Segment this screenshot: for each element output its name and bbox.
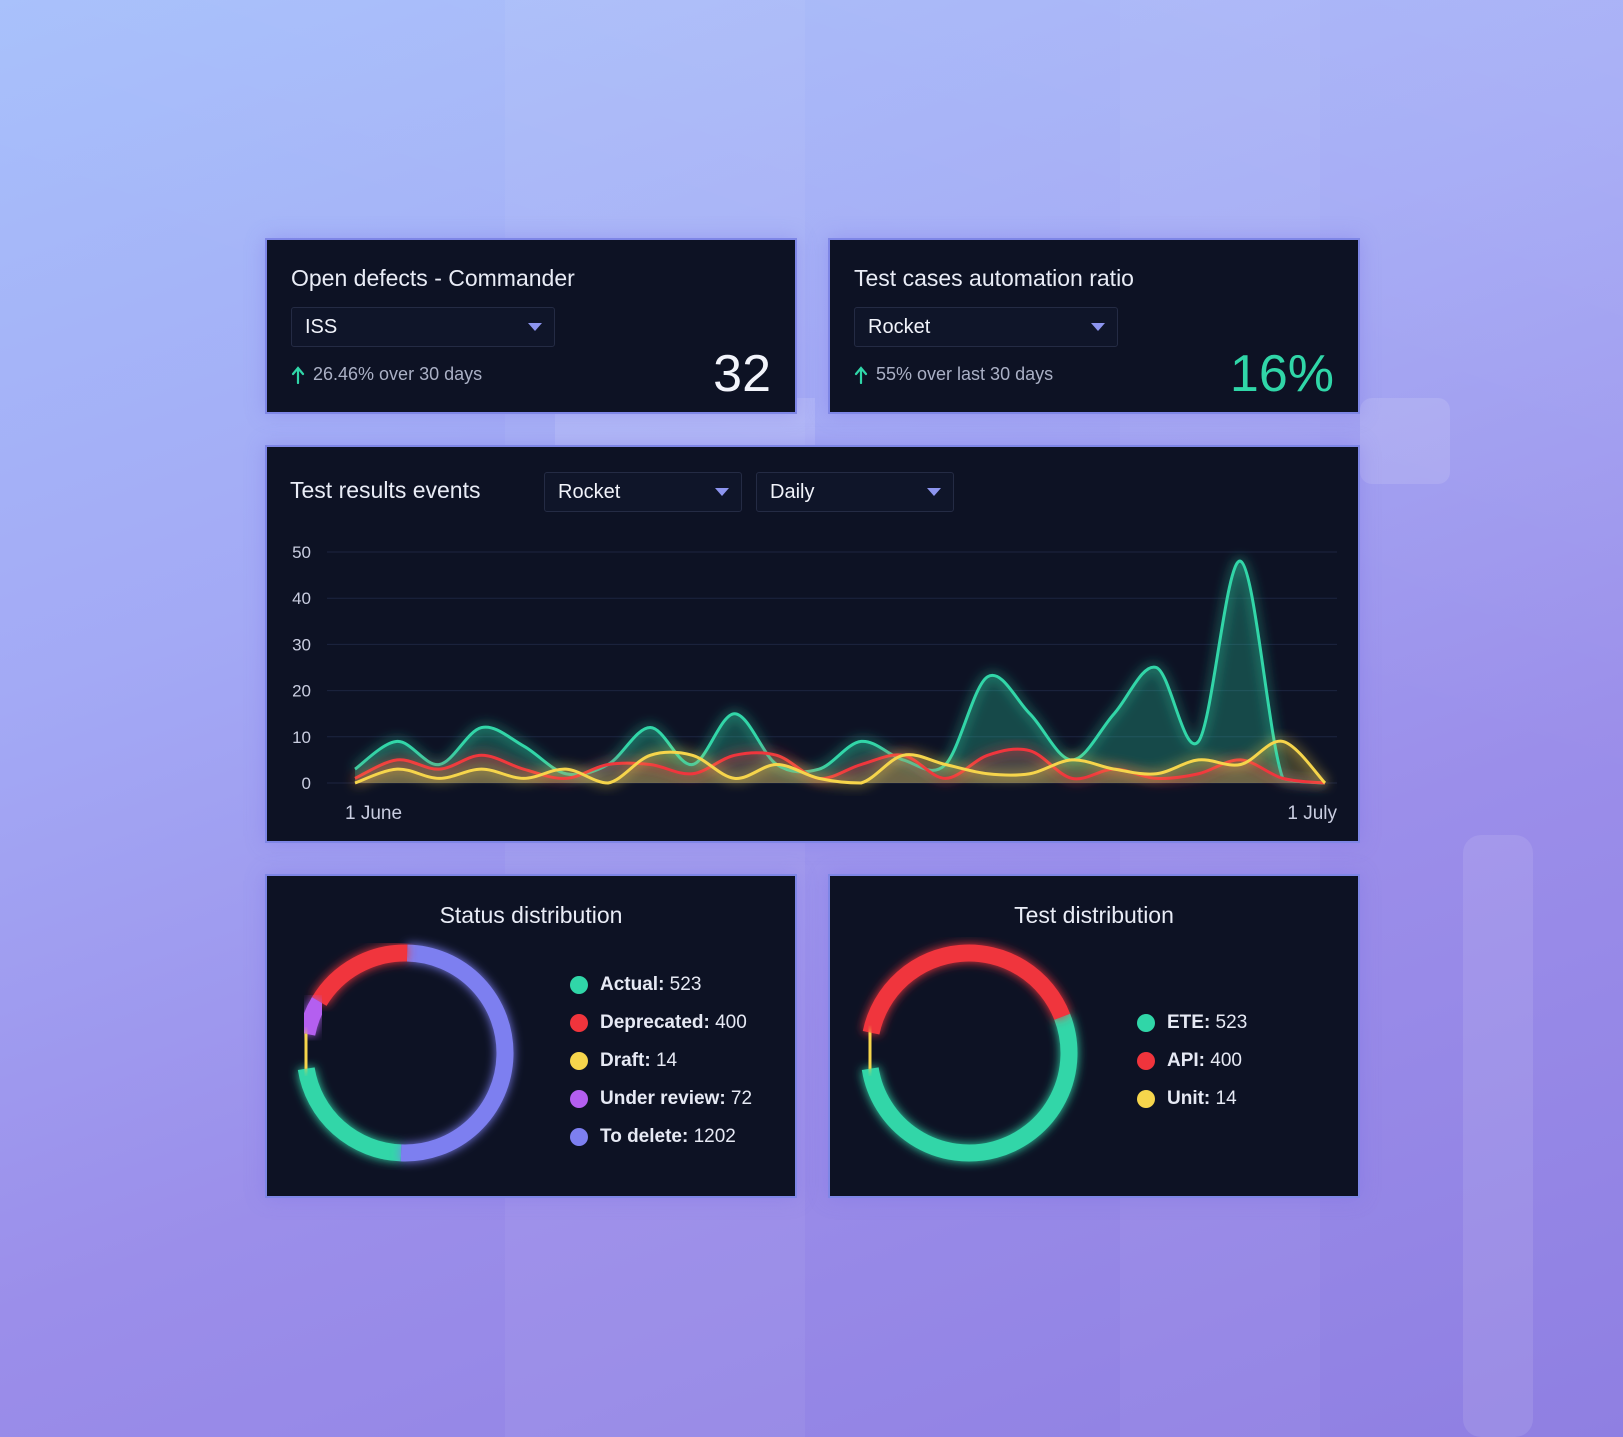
legend-dot	[570, 1013, 588, 1032]
automation-ratio-card: Test cases automation ratio Rocket 55% o…	[828, 238, 1360, 414]
status-distribution-title: Status distribution	[439, 902, 623, 928]
chevron-down-icon	[1091, 323, 1105, 331]
legend-dot	[570, 975, 588, 994]
legend-label: Actual:	[600, 974, 665, 995]
legend-dot	[1137, 1051, 1155, 1070]
open-defects-card: Open defects - Commander ISS 26.46% over…	[265, 238, 797, 414]
project-select-value: ISS	[305, 316, 338, 338]
status-donut-chart	[296, 944, 514, 1162]
legend-value: 523	[664, 974, 702, 995]
x-tick-label: 1 July	[1287, 803, 1337, 824]
legend-label: ETE:	[1167, 1012, 1211, 1033]
donut-slice	[296, 1032, 316, 1070]
arrow-up-icon	[854, 366, 868, 385]
x-tick-label: 1 June	[345, 803, 402, 824]
donut-slice	[862, 944, 1071, 1035]
open-defects-title: Open defects - Commander	[291, 265, 575, 291]
arrow-up-icon	[291, 366, 305, 385]
donut-slice	[297, 1067, 402, 1162]
legend-dot	[570, 1051, 588, 1070]
legend-item: API: 400	[1137, 1050, 1242, 1072]
legend-dot	[570, 1089, 588, 1108]
series-line	[354, 559, 1326, 785]
legend-label: Unit:	[1167, 1088, 1211, 1109]
defects-trend: 26.46% over 30 days	[291, 364, 482, 385]
legend-dot	[570, 1127, 588, 1146]
test-results-events-title: Test results events	[290, 477, 481, 503]
series-area	[355, 741, 1325, 783]
series-area	[355, 561, 1325, 783]
automation-ratio-title: Test cases automation ratio	[854, 265, 1134, 291]
automation-value: 16%	[1229, 345, 1334, 403]
legend-value: 400	[709, 1012, 747, 1033]
background-block	[1360, 398, 1450, 484]
project-select-value: Rocket	[868, 316, 931, 338]
status-distribution-card: Status distribution Actual: 523 Deprecate…	[265, 874, 797, 1198]
legend-value: 1202	[688, 1126, 736, 1147]
period-select[interactable]: Daily	[756, 472, 954, 512]
legend-item: Actual: 523	[570, 974, 701, 996]
chevron-down-icon	[715, 488, 729, 496]
defects-value: 32	[713, 345, 771, 403]
period-select-value: Daily	[770, 481, 815, 503]
legend-label: To delete:	[600, 1126, 689, 1147]
legend-dot	[1137, 1013, 1155, 1032]
y-tick-label: 40	[292, 589, 311, 608]
test-results-events-card: Test results events Rocket Daily 0 10 20 30…	[265, 445, 1360, 843]
legend-item: Draft: 14	[570, 1050, 677, 1072]
legend-item: Deprecated: 400	[570, 1012, 747, 1034]
legend-value: 523	[1210, 1012, 1248, 1033]
test-donut-chart	[860, 944, 1078, 1162]
project-select[interactable]: ISS	[291, 307, 555, 347]
legend-item: Unit: 14	[1137, 1088, 1237, 1110]
y-tick-label: 0	[302, 774, 311, 793]
y-tick-label: 10	[292, 728, 311, 747]
series-line	[354, 747, 1326, 785]
series-line	[354, 739, 1327, 785]
project-select[interactable]: Rocket	[854, 307, 1118, 347]
test-results-line-chart: 0 10 20 30 40 50 1 June 1 July	[292, 543, 1337, 824]
legend-label: Deprecated:	[600, 1012, 710, 1033]
legend-value: 14	[1210, 1088, 1237, 1109]
test-distribution-title: Test distribution	[1014, 902, 1174, 928]
legend-value: 14	[650, 1050, 678, 1071]
legend-label: Draft:	[600, 1050, 651, 1071]
series-area	[355, 749, 1325, 783]
legend-label: API:	[1167, 1050, 1205, 1071]
donut-slice	[860, 1031, 880, 1070]
legend-value: 400	[1205, 1050, 1242, 1071]
y-tick-label: 20	[292, 682, 311, 701]
background-block	[1463, 835, 1533, 1437]
y-tick-label: 30	[292, 635, 311, 654]
donut-slice	[400, 944, 514, 1162]
donut-slice	[861, 1013, 1078, 1162]
y-tick-label: 50	[292, 543, 311, 562]
automation-trend: 55% over last 30 days	[854, 364, 1053, 385]
test-distribution-card: Test distribution ETE: 523 API: 400 Unit: …	[828, 874, 1360, 1198]
legend-label: Under review:	[600, 1088, 726, 1109]
legend-item: To delete: 1202	[570, 1126, 736, 1148]
chevron-down-icon	[528, 323, 542, 331]
automation-trend-text: 55% over last 30 days	[876, 364, 1054, 384]
legend-dot	[1137, 1089, 1155, 1108]
legend-value: 72	[725, 1088, 753, 1109]
project-select-value: Rocket	[558, 481, 621, 503]
legend-item: ETE: 523	[1137, 1012, 1247, 1034]
donut-slice	[298, 997, 327, 1036]
legend-item: Under review: 72	[570, 1088, 752, 1110]
donut-slice	[311, 944, 408, 1007]
project-select[interactable]: Rocket	[544, 472, 742, 512]
chevron-down-icon	[927, 488, 941, 496]
defects-trend-text: 26.46% over 30 days	[313, 364, 483, 384]
